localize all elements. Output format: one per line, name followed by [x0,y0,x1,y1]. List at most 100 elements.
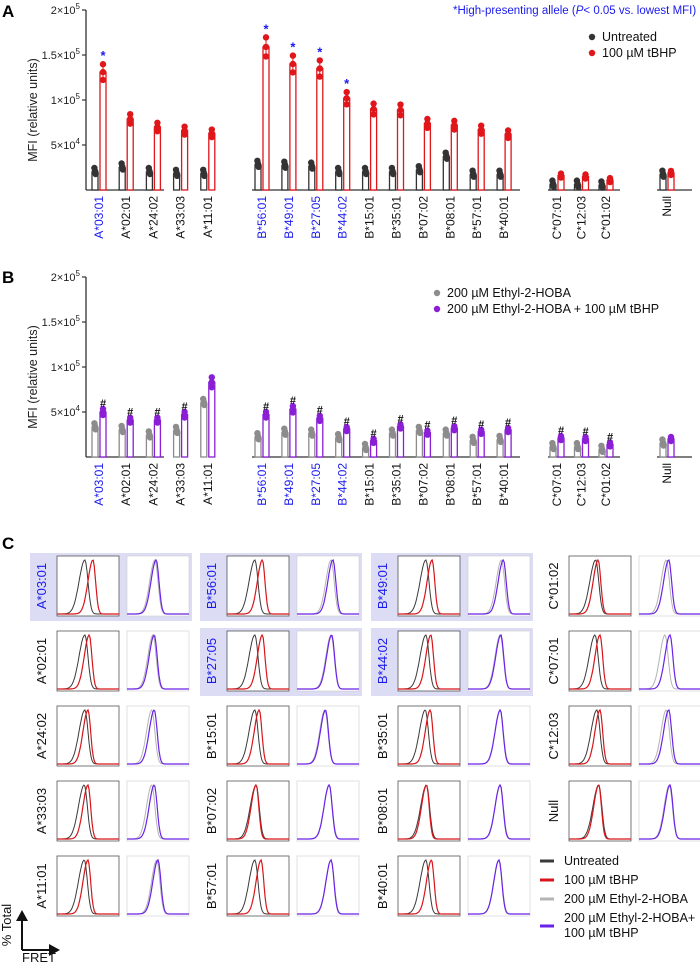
y-tick-exponent: 5 [76,47,81,56]
data-point [255,163,262,170]
bar-tbhp [423,122,432,191]
y-tick-exponent: 5 [76,92,81,101]
histogram-curve [127,558,189,615]
y-tick-label: 1.5×105 [42,314,81,329]
note-text: *High-presenting allele ( [453,5,576,17]
data-point [201,401,208,409]
y-tick-label: 1×105 [51,359,81,374]
x-tick-label: A*03:01 [92,463,106,506]
data-point [154,419,161,426]
data-point [174,429,181,437]
histogram-box-hoba [296,630,360,692]
data-point [289,69,297,76]
significance-marker: # [424,420,430,432]
data-point [119,428,127,436]
note-rest: < 0.05 vs. lowest MFI) [583,5,696,17]
data-point [497,173,504,180]
x-tick-label: C*12:03 [575,196,589,240]
data-point [92,170,99,178]
legend-label: 200 µM Ethyl-2-HOBA + 100 µM tBHP [447,302,659,316]
legend-marker [588,49,596,57]
significance-marker: # [505,417,511,429]
x-tick-label: B*56:01 [255,196,269,239]
x-tick-label: A*33:03 [174,196,188,239]
data-point [363,446,370,454]
histogram-curve [398,708,460,765]
bar-hoba-tbhp [316,417,324,458]
histogram-curve [127,858,189,915]
y-tick-mantissa: 1.5×10 [42,317,76,329]
histogram-curve [127,784,189,840]
x-tick-label: B*15:01 [363,463,377,506]
y-tick-exponent: 4 [76,137,81,146]
histogram-curve [57,858,119,915]
bar-tbhp [153,126,162,191]
bar-tbhp [396,109,405,191]
x-tick-label: B*07:02 [416,196,430,239]
x-tick-label: C*01:02 [599,196,613,240]
bar-tbhp [208,132,216,191]
data-point [660,173,667,180]
data-point [174,172,181,179]
significance-marker: * [344,76,350,91]
data-point [127,419,134,426]
histogram-curve [468,783,530,840]
histogram-curve [639,633,700,690]
data-point [397,112,404,119]
histogram-curve [297,634,359,690]
histogram-curve [569,558,631,615]
allele-label: A*24:02 [34,713,49,759]
histogram-box-hoba [467,855,531,917]
allele-label: B*15:01 [204,713,219,759]
histogram-box-hoba [638,630,700,692]
allele-label: B*49:01 [375,563,390,609]
data-point [316,73,323,80]
data-point [336,170,343,178]
significance-marker: * [263,21,269,36]
allele-label: B*08:01 [375,788,390,834]
data-point [92,426,99,433]
x-tick-label: B*57:01 [470,196,484,239]
data-point [606,443,614,450]
allele-label: B*56:01 [204,563,219,609]
note-p: P [576,5,584,17]
x-tick-label: B*40:01 [497,463,511,506]
legend-label: 100 µM tBHP [564,873,639,887]
data-point [416,169,424,176]
data-point [599,184,606,191]
x-tick-label: B*57:01 [470,463,484,506]
data-point [119,166,127,173]
significance-marker: # [317,405,323,417]
data-point [363,170,370,178]
x-tick-label: B*44:02 [336,196,350,239]
data-point [99,76,107,84]
histogram-curve [297,709,359,765]
y-tick-mantissa: 1×10 [51,362,76,374]
panel-c-histograms: A*03:01 A*02:01 A*24:02 A*33:03 A*11:01 B*56:… [0,553,700,965]
histogram-curve [127,709,189,765]
x-tick-label: B*40:01 [497,196,511,239]
legend-label: 200 µM Ethyl-2-HOBA [447,286,572,300]
allele-label: B*40:01 [375,863,390,909]
data-point [667,171,675,179]
data-point [478,430,485,437]
panel-label-b: B [2,268,14,287]
histogram-curve [57,633,119,690]
data-point [336,436,343,444]
allele-label: B*35:01 [375,713,390,759]
x-tick-label: A*33:03 [174,463,188,506]
allele-label: C*07:01 [546,638,561,685]
allele-label: B*44:02 [375,638,390,684]
y-tick-label: 2×105 [51,2,81,17]
x-tick-label: B*08:01 [443,463,457,506]
bar-tbhp [450,124,458,191]
histogram-curve [398,784,460,840]
legend-marker [588,33,596,41]
x-tick-label: B*27:05 [309,196,323,239]
data-point [599,448,606,455]
data-point [389,170,397,178]
histogram-curve [468,558,530,615]
data-point [316,417,323,425]
data-point [424,431,431,438]
